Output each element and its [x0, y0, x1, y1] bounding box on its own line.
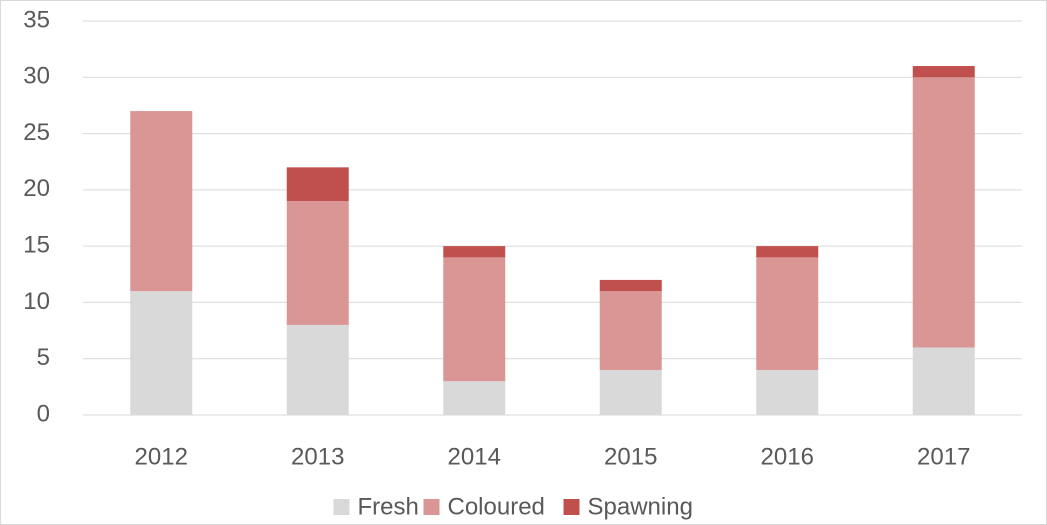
- y-tick-label: 20: [23, 175, 50, 202]
- bar-segment: [599, 279, 662, 292]
- y-tick-label: 30: [23, 63, 50, 90]
- bar-segment: [286, 201, 349, 325]
- legend-label: Fresh: [358, 493, 419, 520]
- legend-swatch: [563, 499, 580, 515]
- bar-segment: [599, 369, 662, 415]
- y-tick-label: 10: [23, 288, 50, 315]
- bar-segment: [756, 257, 819, 370]
- y-tick-label: 15: [23, 231, 50, 258]
- y-tick-label: 25: [23, 119, 50, 146]
- x-tick-label: 2016: [761, 443, 814, 470]
- bar-segment: [130, 111, 193, 292]
- y-tick-label: 35: [23, 6, 50, 33]
- bar-segment: [912, 77, 975, 348]
- x-tick-label: 2014: [448, 443, 501, 470]
- x-tick-label: 2015: [604, 443, 657, 470]
- bar-segment: [286, 324, 349, 415]
- y-tick-label: 0: [37, 400, 50, 427]
- y-tick-label: 5: [37, 344, 50, 371]
- bar-segment: [130, 291, 193, 415]
- bar-segment: [286, 167, 349, 202]
- legend-label: Spawning: [588, 493, 693, 520]
- legend-swatch: [423, 499, 440, 515]
- bar-segment: [443, 246, 506, 258]
- bar-segment: [756, 369, 819, 415]
- x-tick-label: 2017: [917, 443, 970, 470]
- bar-segment: [756, 246, 819, 258]
- bar-segment: [443, 257, 506, 382]
- bar-segment: [599, 291, 662, 370]
- x-tick-label: 2013: [291, 443, 344, 470]
- bar-segment: [443, 381, 506, 415]
- legend-label: Coloured: [448, 493, 545, 520]
- x-tick-label: 2012: [135, 443, 188, 470]
- legend-swatch: [333, 499, 350, 515]
- bar-segment: [912, 347, 975, 415]
- bar-segment: [912, 66, 975, 78]
